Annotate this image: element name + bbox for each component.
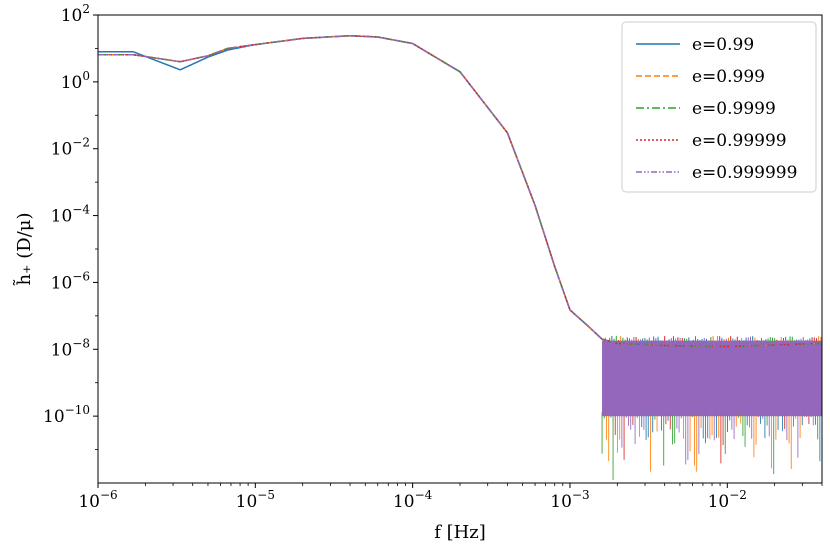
y-tick-label-6: 10−8	[51, 336, 90, 360]
legend-label-4: e=0.99999	[692, 131, 787, 151]
y-tick-label-4: 10−4	[51, 203, 91, 227]
y-tick-label-5: 10−6	[51, 269, 90, 293]
x-tick-label-5: 10−2	[708, 488, 747, 512]
legend-label-2: e=0.999	[692, 67, 765, 87]
legend-label-3: e=0.9999	[692, 99, 776, 119]
oscillation-band	[601, 335, 822, 481]
x-tick-label-2: 10−5	[236, 488, 275, 512]
x-tick-label-1: 10−6	[78, 488, 117, 512]
x-tick-label-4: 10−3	[550, 488, 589, 512]
x-axis-label: f [Hz]	[434, 522, 486, 543]
legend: e=0.99 e=0.999 e=0.9999 e=0.99999 e=0.999999	[621, 21, 817, 193]
oscillation-band-core	[602, 340, 822, 417]
y-tick-label-7: 10−10	[43, 403, 90, 427]
y-tick-label-1: 102	[61, 2, 90, 26]
series-layer	[98, 34, 823, 348]
ticks-layer: 10−6 10−5 10−4 10−3 10−2 102 100 10−2 10−4 10−6 10…	[43, 2, 823, 512]
x-tick-label-3: 10−4	[393, 488, 433, 512]
legend-label-5: e=0.999999	[692, 163, 797, 183]
y-tick-label-3: 10−2	[51, 136, 90, 160]
y-axis-label: h̃₊ (D/μ)	[12, 212, 35, 286]
series-line-5	[98, 34, 823, 348]
legend-label-1: e=0.99	[692, 35, 754, 55]
y-tick-label-2: 100	[61, 69, 90, 93]
legend-box	[621, 21, 817, 193]
